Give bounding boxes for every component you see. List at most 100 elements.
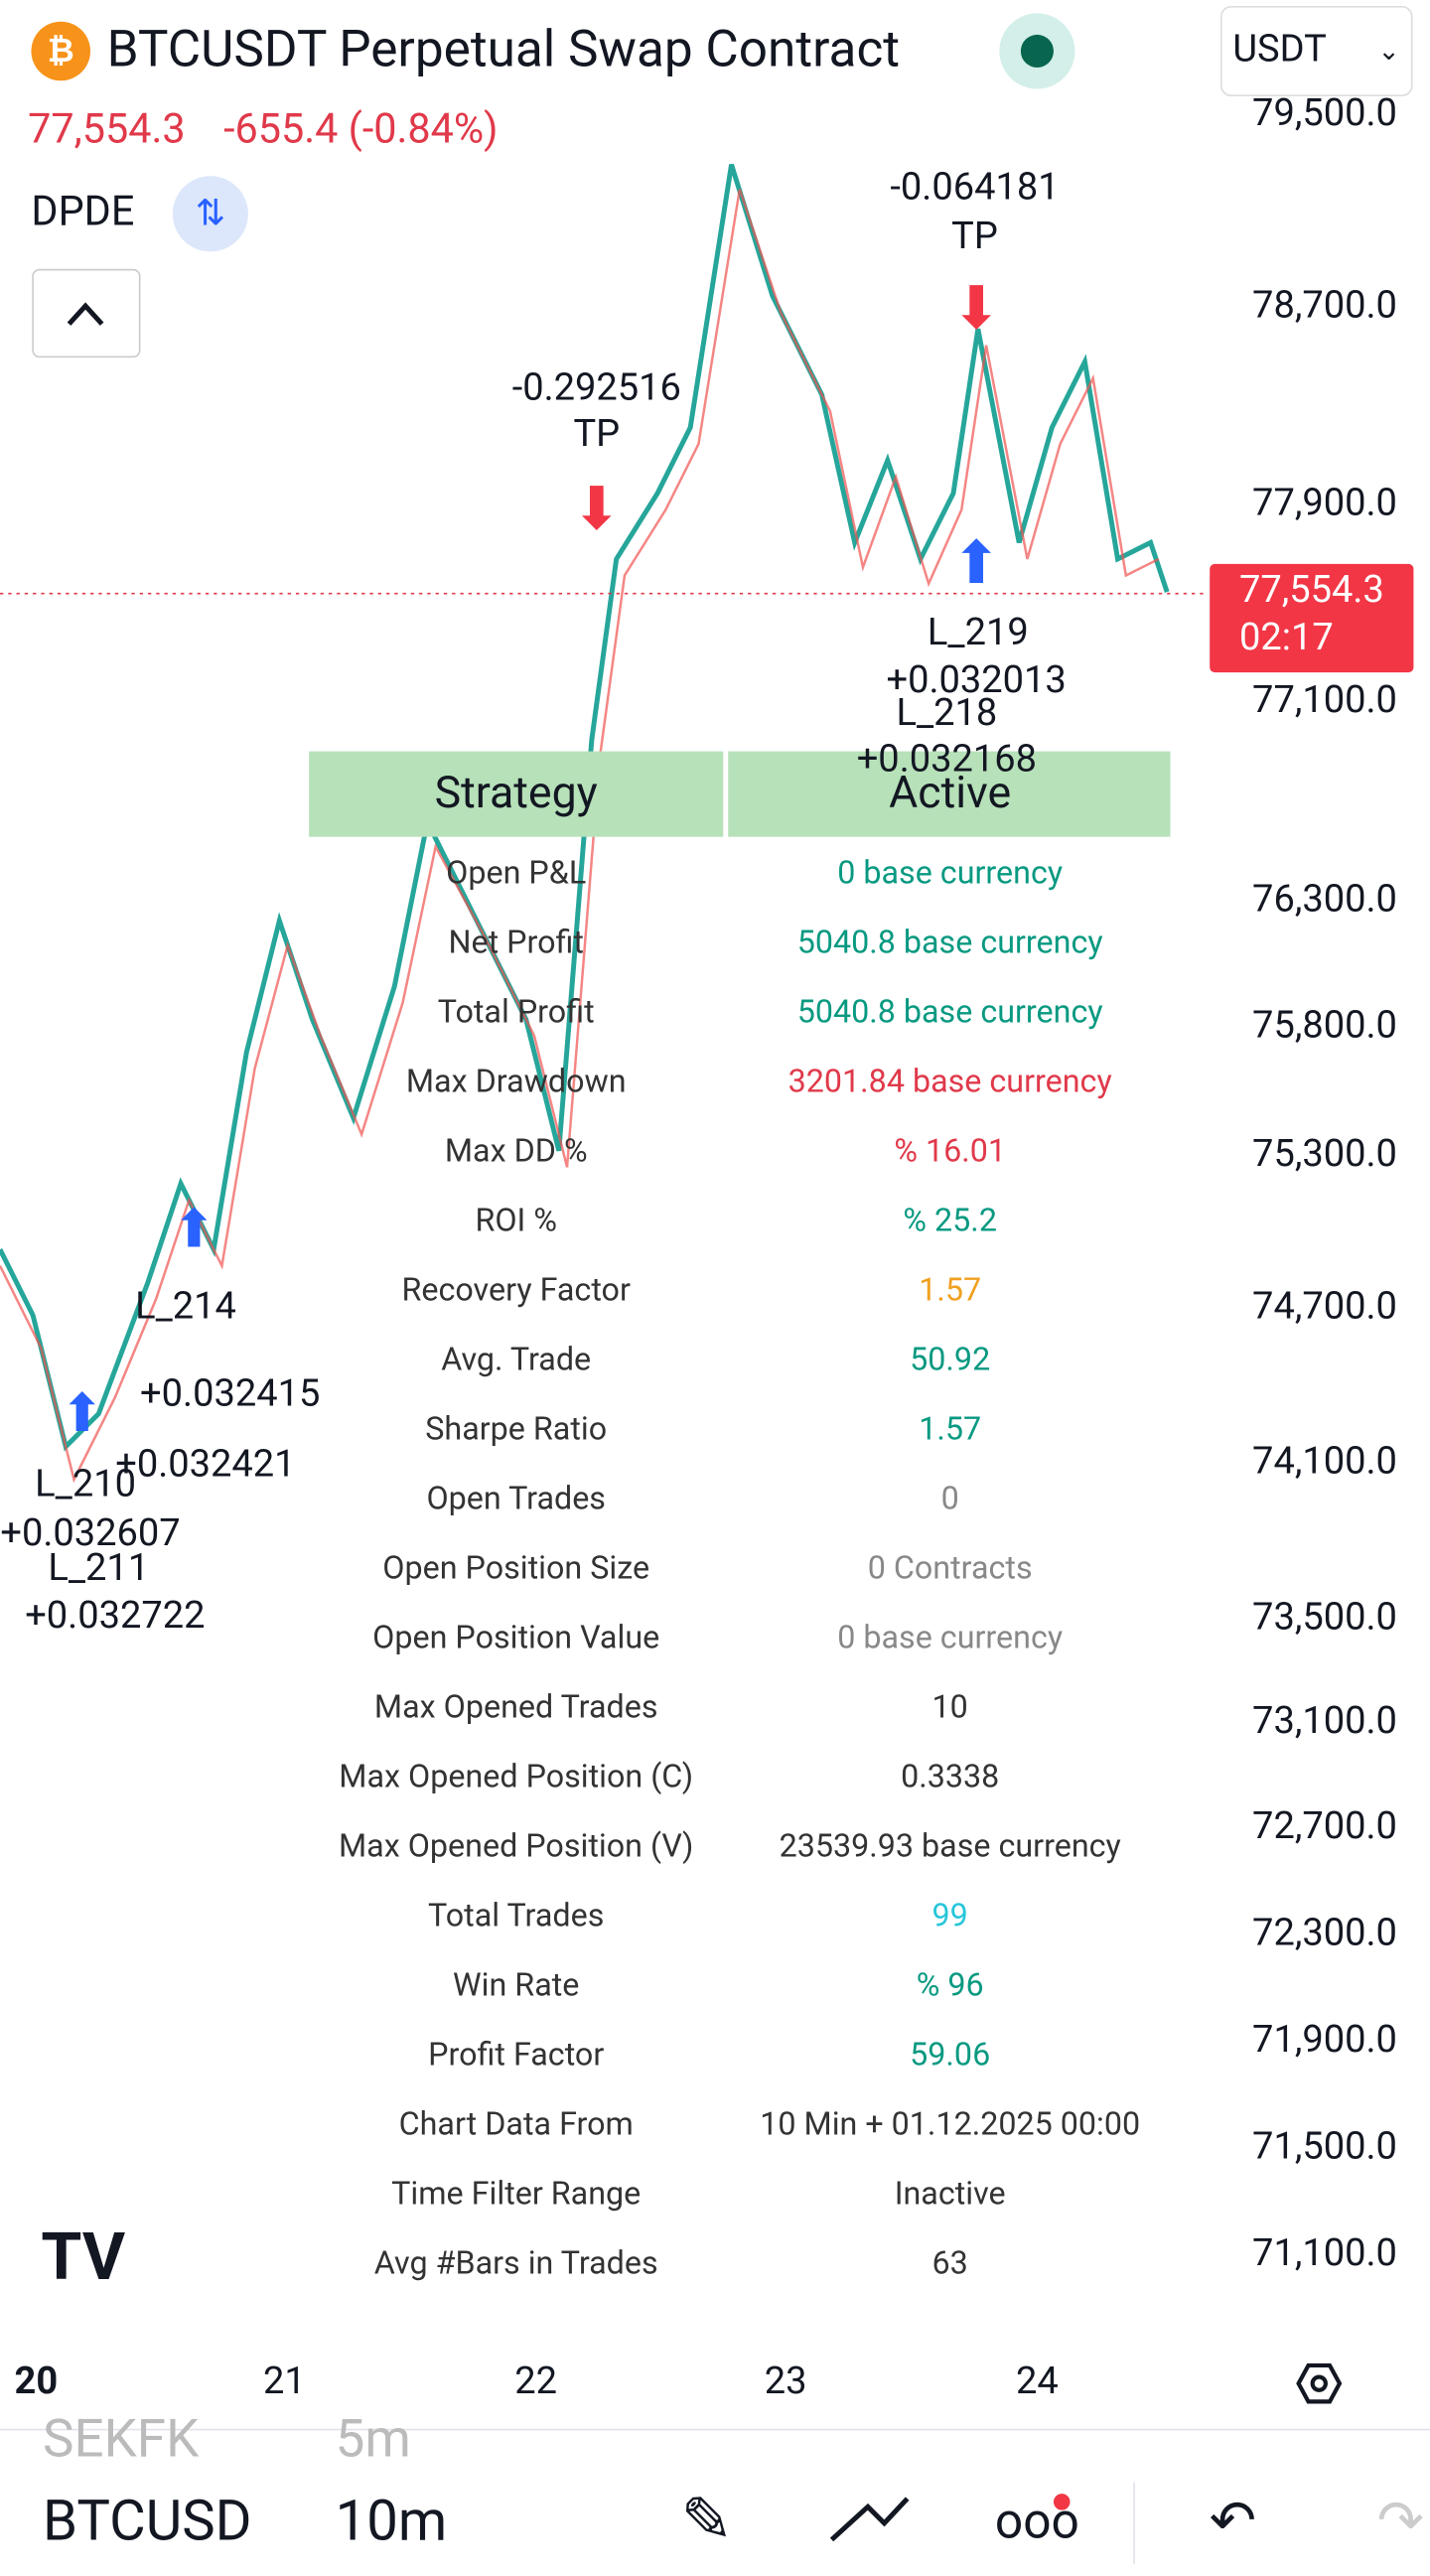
trend-tool[interactable] bbox=[829, 2497, 910, 2542]
price-axis-label: 73,100.0 bbox=[1252, 1699, 1397, 1743]
table-row-value: 0 Contracts bbox=[868, 1548, 1033, 1586]
price-axis-label: 71,100.0 bbox=[1252, 2231, 1397, 2275]
indicator-icon[interactable] bbox=[172, 176, 248, 252]
trade-annotation: +0.032013 bbox=[887, 658, 1067, 702]
time-axis-label: 23 bbox=[765, 2360, 807, 2403]
trade-annotation: L_214 bbox=[135, 1285, 236, 1329]
table-row-label: Open Position Value bbox=[372, 1618, 659, 1655]
collapse-chevron bbox=[67, 302, 104, 326]
table-row-label: Max Opened Trades bbox=[374, 1687, 658, 1725]
table-row-label: Net Profit bbox=[448, 923, 583, 960]
table-row-value: 0 base currency bbox=[837, 1618, 1063, 1655]
prev-interval: 5m bbox=[336, 2408, 411, 2470]
table-row-value: % 16.01 bbox=[894, 1131, 1006, 1169]
table-row-label: Time Filter Range bbox=[391, 2175, 641, 2213]
price-axis-label: 76,300.0 bbox=[1252, 877, 1397, 921]
prev-symbol: SEKFK bbox=[43, 2408, 200, 2470]
price-axis-label: 72,700.0 bbox=[1252, 1804, 1397, 1848]
table-row-value: 5040.8 base currency bbox=[797, 923, 1103, 960]
table-row-value: 10 Min + 01.12.2025 00:00 bbox=[760, 2105, 1140, 2143]
dropdown-caret: ⌄ bbox=[1378, 36, 1400, 67]
price-tag-timer: 02:17 bbox=[1239, 616, 1334, 659]
table-row-value: Inactive bbox=[895, 2175, 1006, 2213]
time-axis-label: 20 bbox=[15, 2360, 59, 2403]
table-row-value: 63 bbox=[932, 2244, 968, 2282]
trade-annotation: +0.032607 bbox=[0, 1511, 180, 1555]
price-change: -655.4 (-0.84%) bbox=[223, 106, 498, 154]
trade-annotation: L_219 bbox=[928, 611, 1029, 654]
table-row-value: 0 bbox=[941, 1479, 959, 1516]
notification-dot bbox=[1053, 2494, 1071, 2510]
trade-annotation: +0.032421 bbox=[115, 1443, 295, 1487]
time-axis-label: 24 bbox=[1016, 2360, 1059, 2403]
trade-annotation: L_218 bbox=[896, 691, 997, 735]
symbol-selector[interactable]: BTCUSD bbox=[43, 2488, 252, 2553]
table-row-value: % 96 bbox=[917, 1965, 984, 2003]
settings-icon-center bbox=[1310, 2374, 1328, 2392]
table-header: Strategy bbox=[435, 767, 598, 818]
price-tag bbox=[1210, 563, 1414, 673]
currency-label: USDT bbox=[1232, 28, 1326, 72]
market-status-dot bbox=[1020, 34, 1054, 69]
interval-selector[interactable]: 10m bbox=[336, 2488, 448, 2553]
price-axis-label: 73,500.0 bbox=[1252, 1596, 1397, 1640]
draw-tool[interactable]: ✎ bbox=[680, 2485, 733, 2557]
undo-button[interactable]: ↶ bbox=[1210, 2488, 1256, 2553]
table-row-value: % 25.2 bbox=[903, 1201, 997, 1238]
table-row-label: Win Rate bbox=[453, 1965, 579, 2003]
time-axis-label: 21 bbox=[263, 2360, 306, 2403]
table-row-label: Open Position Size bbox=[382, 1548, 649, 1586]
trade-annotation: TP bbox=[573, 412, 620, 456]
table-row-label: Chart Data From bbox=[399, 2105, 634, 2143]
table-row-value: 1.57 bbox=[919, 1270, 981, 1308]
table-row-value: 23539.93 base currency bbox=[780, 1826, 1121, 1864]
table-row-label: Open P&L bbox=[446, 853, 586, 891]
table-row-label: Recovery Factor bbox=[402, 1270, 631, 1308]
sell-arrow: ⬇ bbox=[951, 273, 1001, 343]
price-axis-label: 75,800.0 bbox=[1252, 1004, 1397, 1048]
trade-annotation: +0.032415 bbox=[140, 1371, 320, 1415]
price-axis-label: 77,900.0 bbox=[1252, 481, 1397, 524]
trade-annotation: +0.032168 bbox=[857, 738, 1037, 782]
price-axis-label: 78,700.0 bbox=[1252, 284, 1397, 328]
trade-annotation: -0.292516 bbox=[512, 365, 681, 409]
settings-icon[interactable] bbox=[1296, 2362, 1343, 2404]
collapse-button[interactable] bbox=[32, 268, 141, 358]
redo-button[interactable]: ↷ bbox=[1377, 2488, 1424, 2553]
table-row-label: Avg. Trade bbox=[441, 1340, 591, 1377]
table-row-label: Max Opened Position (V) bbox=[339, 1826, 693, 1864]
btc-icon-glyph: ₿ bbox=[48, 32, 74, 71]
table-row-label: Avg #Bars in Trades bbox=[374, 2244, 658, 2282]
table-row-value: 59.06 bbox=[910, 2035, 990, 2073]
table-row-label: Max DD % bbox=[445, 1131, 588, 1169]
table-row-label: Sharpe Ratio bbox=[425, 1409, 607, 1447]
price-axis-label: 71,500.0 bbox=[1252, 2125, 1397, 2169]
buy-arrow: ⬆ bbox=[172, 1199, 215, 1260]
btc-icon bbox=[31, 21, 91, 81]
table-row-value: 10 bbox=[932, 1687, 968, 1725]
tv-logo: TV bbox=[41, 2219, 126, 2296]
active-header-bg bbox=[728, 751, 1171, 837]
price-axis-label: 74,700.0 bbox=[1252, 1285, 1397, 1329]
table-row-label: Total Profit bbox=[438, 992, 595, 1030]
table-row-value: 50.92 bbox=[910, 1340, 990, 1377]
table-row-label: Max Opened Position (C) bbox=[339, 1757, 693, 1794]
table-row-label: Open Trades bbox=[426, 1479, 606, 1516]
table-row-label: Profit Factor bbox=[428, 2035, 604, 2073]
table-row-label: Max Drawdown bbox=[406, 1062, 627, 1099]
price-axis-label: 77,100.0 bbox=[1252, 678, 1397, 722]
currency-select[interactable] bbox=[1219, 5, 1413, 96]
table-row-value: 1.57 bbox=[919, 1409, 981, 1447]
time-axis-label: 22 bbox=[514, 2360, 557, 2403]
price-axis-label: 72,300.0 bbox=[1252, 1911, 1397, 1954]
symbol-title: BTCUSDT Perpetual Swap Contract bbox=[107, 19, 901, 79]
trade-annotation: +0.032722 bbox=[25, 1594, 205, 1638]
table-header: Active bbox=[889, 767, 1011, 818]
table-row-value: 0 base currency bbox=[837, 853, 1063, 891]
last-price: 77,554.3 bbox=[28, 106, 186, 154]
strategy-header-bg bbox=[309, 751, 724, 837]
indicator-icon-glyph: ⇅ bbox=[196, 192, 226, 234]
buy-arrow: ⬆ bbox=[951, 528, 1001, 598]
table-row-label: ROI % bbox=[475, 1201, 556, 1238]
